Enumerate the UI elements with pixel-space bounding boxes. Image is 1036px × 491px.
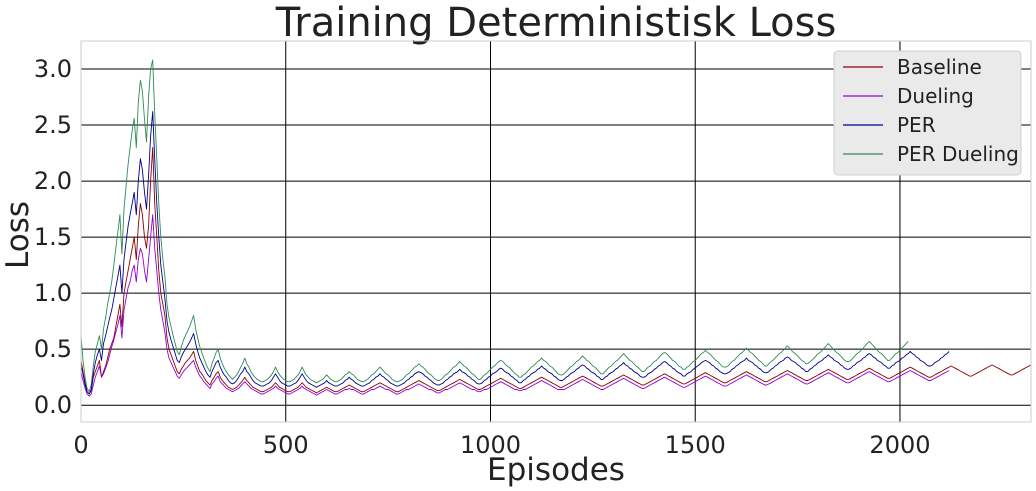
legend: Baseline Dueling PER PER Dueling bbox=[833, 50, 1022, 176]
legend-label: PER Dueling bbox=[897, 142, 1019, 166]
legend-label: Baseline bbox=[897, 55, 982, 79]
legend-items: Baseline Dueling PER PER Dueling bbox=[843, 55, 1019, 166]
plot-frame bbox=[80, 40, 1032, 423]
x-tick-label: 1500 bbox=[665, 431, 726, 459]
x-tick-label: 2000 bbox=[869, 431, 930, 459]
y-tick-label: 0.0 bbox=[34, 391, 72, 419]
y-tick-label: 1.5 bbox=[34, 223, 72, 251]
y-tick-label: 3.0 bbox=[34, 55, 72, 83]
y-tick-label: 1.0 bbox=[34, 279, 72, 307]
x-tick-label: 1000 bbox=[460, 431, 521, 459]
y-tick-label: 2.0 bbox=[34, 167, 72, 195]
legend-box bbox=[833, 50, 1022, 176]
y-tick-labels: 0.0 0.5 1.0 1.5 2.0 2.5 3.0 bbox=[34, 55, 72, 419]
series-line-per-dueling bbox=[80, 59, 909, 393]
series-lines bbox=[80, 59, 1032, 397]
x-tick-label: 500 bbox=[263, 431, 309, 459]
series-line-dueling bbox=[80, 214, 950, 397]
x-tick-labels: 0 500 1000 1500 2000 bbox=[73, 431, 930, 459]
legend-label: PER bbox=[897, 113, 936, 137]
chart-title: Training Deterministisk Loss bbox=[275, 0, 837, 46]
x-tick-label: 0 bbox=[73, 431, 88, 459]
y-tick-label: 2.5 bbox=[34, 111, 72, 139]
y-tick-label: 0.5 bbox=[34, 335, 72, 363]
y-axis-label: Loss bbox=[0, 201, 36, 269]
series-line-per bbox=[80, 111, 950, 395]
x-axis-label: Episodes bbox=[487, 452, 625, 488]
series-line-baseline bbox=[80, 147, 1032, 395]
legend-label: Dueling bbox=[897, 84, 974, 108]
